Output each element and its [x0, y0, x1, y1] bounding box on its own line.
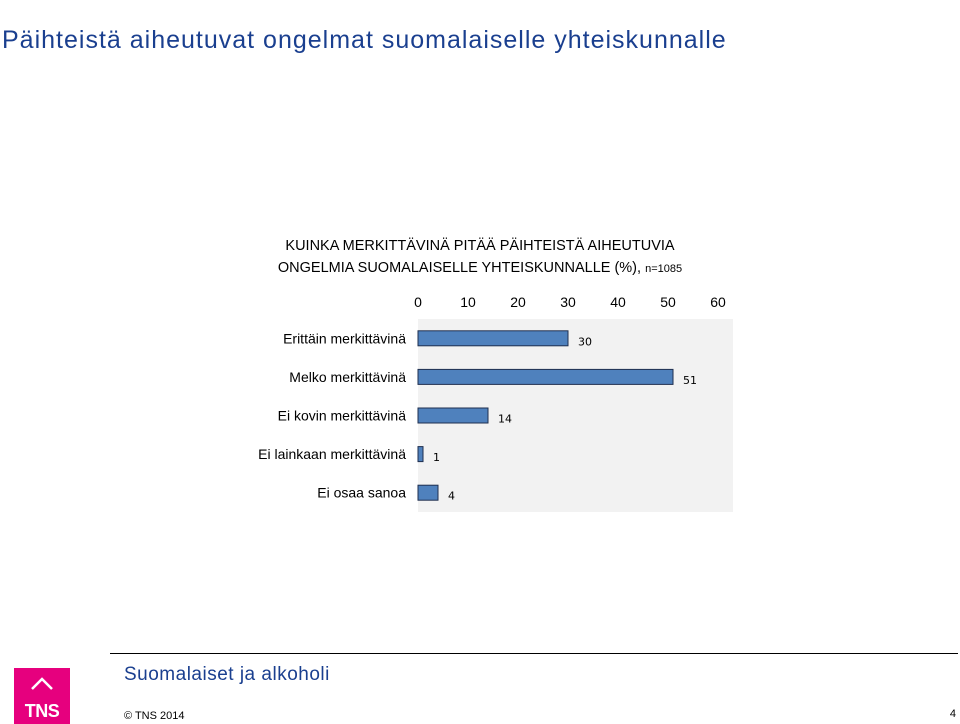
data-label: 14 — [498, 413, 512, 426]
page-number: 4 — [949, 708, 956, 720]
sample-size-note: n=1085 — [645, 263, 683, 275]
x-tick-label: 60 — [710, 294, 726, 310]
category-label: Melko merkittävinä — [289, 369, 406, 385]
chart-title-line-2: ONGELMIA SUOMALAISELLE YHTEISKUNNALLE (%… — [180, 258, 780, 279]
x-tick-label: 20 — [510, 294, 526, 310]
data-label: 1 — [433, 451, 440, 464]
category-label: Ei osaa sanoa — [317, 485, 406, 501]
bar — [417, 484, 439, 501]
footer-divider — [110, 653, 958, 654]
logo-text: TNS — [24, 701, 60, 721]
bar — [417, 330, 569, 347]
category-label: Erittäin merkittävinä — [283, 330, 406, 346]
category-label: Ei lainkaan merkittävinä — [258, 446, 406, 462]
x-tick-label: 40 — [610, 294, 626, 310]
category-label: Ei kovin merkittävinä — [278, 408, 407, 424]
slide-title: Päihteistä aiheutuvat ongelmat suomalais… — [2, 26, 727, 54]
data-label: 30 — [578, 335, 592, 348]
x-tick-label: 10 — [460, 294, 476, 310]
data-label: 51 — [683, 374, 697, 387]
chart-title-text-1: KUINKA MERKITTÄVINÄ PITÄÄ PÄIHTEISTÄ AIH… — [285, 238, 675, 254]
bar — [417, 407, 489, 424]
data-label: 4 — [448, 490, 455, 503]
logo-mark-icon — [31, 677, 53, 690]
copyright: © TNS 2014 — [124, 710, 185, 722]
x-tick-label: 30 — [560, 294, 576, 310]
x-tick-label: 0 — [414, 294, 422, 310]
bar — [417, 446, 424, 463]
tns-logo: TNS — [14, 668, 70, 724]
x-tick-label: 50 — [660, 294, 676, 310]
bar — [417, 368, 674, 385]
chart-title-line-1: KUINKA MERKITTÄVINÄ PITÄÄ PÄIHTEISTÄ AIH… — [180, 236, 780, 256]
chart-title-text-2: ONGELMIA SUOMALAISELLE YHTEISKUNNALLE (%… — [277, 260, 642, 276]
report-name: Suomalaiset ja alkoholi — [124, 664, 330, 685]
